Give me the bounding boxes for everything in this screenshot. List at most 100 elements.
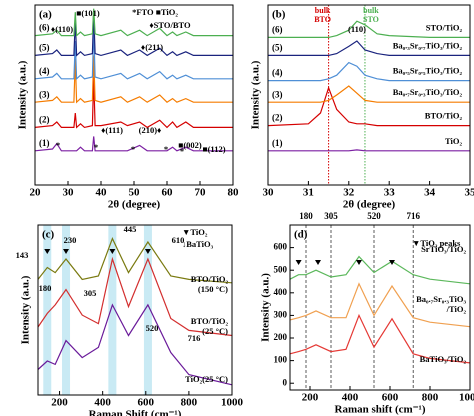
series-label: /TiO₂ xyxy=(446,304,467,314)
series-line xyxy=(34,26,233,81)
annotation: ↓BaTiO₃ xyxy=(182,239,214,249)
series-label: (150 °C) xyxy=(198,284,228,294)
peak-marker xyxy=(315,260,321,265)
panel-label: (b) xyxy=(272,9,286,21)
reference-label: bulk xyxy=(315,6,331,15)
x-tick-label: 400 xyxy=(94,397,111,409)
series-name: (5) xyxy=(272,42,283,52)
series-label: (25 °C) xyxy=(202,326,228,336)
panel-label: (d) xyxy=(294,229,308,241)
annotation: 445 xyxy=(124,224,137,234)
annotation: 180 xyxy=(39,283,52,293)
series-label: Ba₀.₇Sr₀.₃TiO₃/TiO₂ xyxy=(393,87,463,97)
series-name: (5) xyxy=(39,42,50,52)
series-label: Ba₀.₃Sr₀.₇TiO₃/TiO₂ xyxy=(393,40,463,50)
peak-marker xyxy=(356,260,362,265)
x-tick-label: 50 xyxy=(129,187,141,199)
peak-marker xyxy=(389,260,395,265)
x-tick-label: 200 xyxy=(51,397,68,409)
series-line xyxy=(34,8,233,37)
series-line xyxy=(268,85,470,103)
series-label: SrTiO₃/TiO₂ xyxy=(421,244,466,254)
peak-marker xyxy=(63,249,70,254)
x-axis-label: Raman Shift (cm⁻¹) xyxy=(89,409,182,416)
annotation: (210)♦ xyxy=(139,125,162,135)
x2-tick-label: 520 xyxy=(367,211,381,221)
peak-marker xyxy=(144,249,151,254)
annotation: *FTO ■TiO₂ xyxy=(132,7,178,17)
x-tick-label: 1000 xyxy=(459,392,474,404)
series-name: (4) xyxy=(272,68,283,78)
series-label: Ba₀.₇Sr₀.₃TiO₃ xyxy=(416,294,466,304)
annotation: * xyxy=(164,144,168,154)
annotation: 520 xyxy=(146,323,159,333)
series-line xyxy=(289,282,471,328)
x-tick-label: 30 xyxy=(263,187,275,199)
x-tick-label: 30 xyxy=(63,187,75,199)
y-axis-label: Intensity (a.u.) xyxy=(20,275,32,344)
annotation: * xyxy=(94,142,98,152)
panel-label: (a) xyxy=(39,9,52,21)
peak-marker xyxy=(109,249,116,254)
x-tick-label: 200 xyxy=(302,392,319,404)
x-axis-label: Raman shift (cm⁻¹) xyxy=(335,404,426,416)
annotation: ■(101) xyxy=(76,8,100,18)
annotation: * xyxy=(56,140,60,150)
y-tick-label: 300 xyxy=(274,309,288,319)
x-tick-label: 32 xyxy=(343,187,355,199)
series-name: (6) xyxy=(272,24,283,34)
annotation: * xyxy=(131,144,135,154)
annotation: 610 xyxy=(172,235,185,245)
x-tick-label: 80 xyxy=(228,187,240,199)
x-axis-label: 2θ (degree) xyxy=(343,199,396,211)
series-line xyxy=(34,136,233,152)
annotation: ▼TiO₂ xyxy=(182,227,208,237)
plot-frame xyxy=(37,224,233,396)
series-label: BTO/TiO₂ xyxy=(191,316,229,326)
series-line xyxy=(37,256,233,337)
series-line xyxy=(268,149,470,152)
annotation: (110) xyxy=(348,24,366,34)
annotation: ■(112) xyxy=(202,144,225,154)
series-line xyxy=(268,40,470,56)
x-tick-label: 40 xyxy=(96,187,108,199)
peak-marker xyxy=(44,249,51,254)
annotation: ♦STO/BTO xyxy=(149,20,191,30)
x2-tick-label: 305 xyxy=(324,211,338,221)
series-label: Ba₀.₅Sr₀.₅TiO₃/TiO₂ xyxy=(393,66,463,76)
reference-label: bulk xyxy=(363,6,379,15)
x-tick-label: 20 xyxy=(30,187,42,199)
y-tick-label: 400 xyxy=(274,287,288,297)
series-line xyxy=(289,313,471,364)
series-label: TiO₂(25 °C) xyxy=(185,374,228,384)
series-label: TiO₂ xyxy=(445,136,462,146)
series-name: (1) xyxy=(272,138,283,148)
series-line xyxy=(34,76,233,129)
y-axis-label: Intensity (a.u.) xyxy=(17,60,29,129)
series-line xyxy=(34,12,233,57)
series-line xyxy=(289,255,471,285)
band xyxy=(43,225,52,395)
series-label: BTO/TiO₂ xyxy=(191,274,229,284)
reference-label: BTO xyxy=(314,15,331,24)
x-axis-label: 2θ (degree) xyxy=(108,199,161,211)
x-tick-label: 33 xyxy=(384,187,396,199)
x-tick-label: 60 xyxy=(162,187,174,199)
x2-tick-label: 180 xyxy=(299,211,313,221)
annotation: ▼TiO₂ peaks xyxy=(412,238,461,248)
plot-frame xyxy=(267,4,471,186)
series-line xyxy=(34,55,233,104)
plot-frame xyxy=(289,224,471,391)
y-tick-label: 200 xyxy=(274,332,288,342)
series-label: BTO/TiO₂ xyxy=(425,111,463,121)
y-tick-label: 100 xyxy=(274,355,288,365)
y-axis-label: Intensity (a.u.) xyxy=(250,60,262,129)
series-line xyxy=(268,20,470,38)
x-tick-label: 800 xyxy=(181,397,198,409)
y-tick-label: 0 xyxy=(283,377,288,387)
y-tick-label: 600 xyxy=(274,242,288,252)
annotation: ♦(111) xyxy=(101,125,123,135)
x2-tick-label: 716 xyxy=(406,211,420,221)
series-name: (2) xyxy=(272,113,283,123)
